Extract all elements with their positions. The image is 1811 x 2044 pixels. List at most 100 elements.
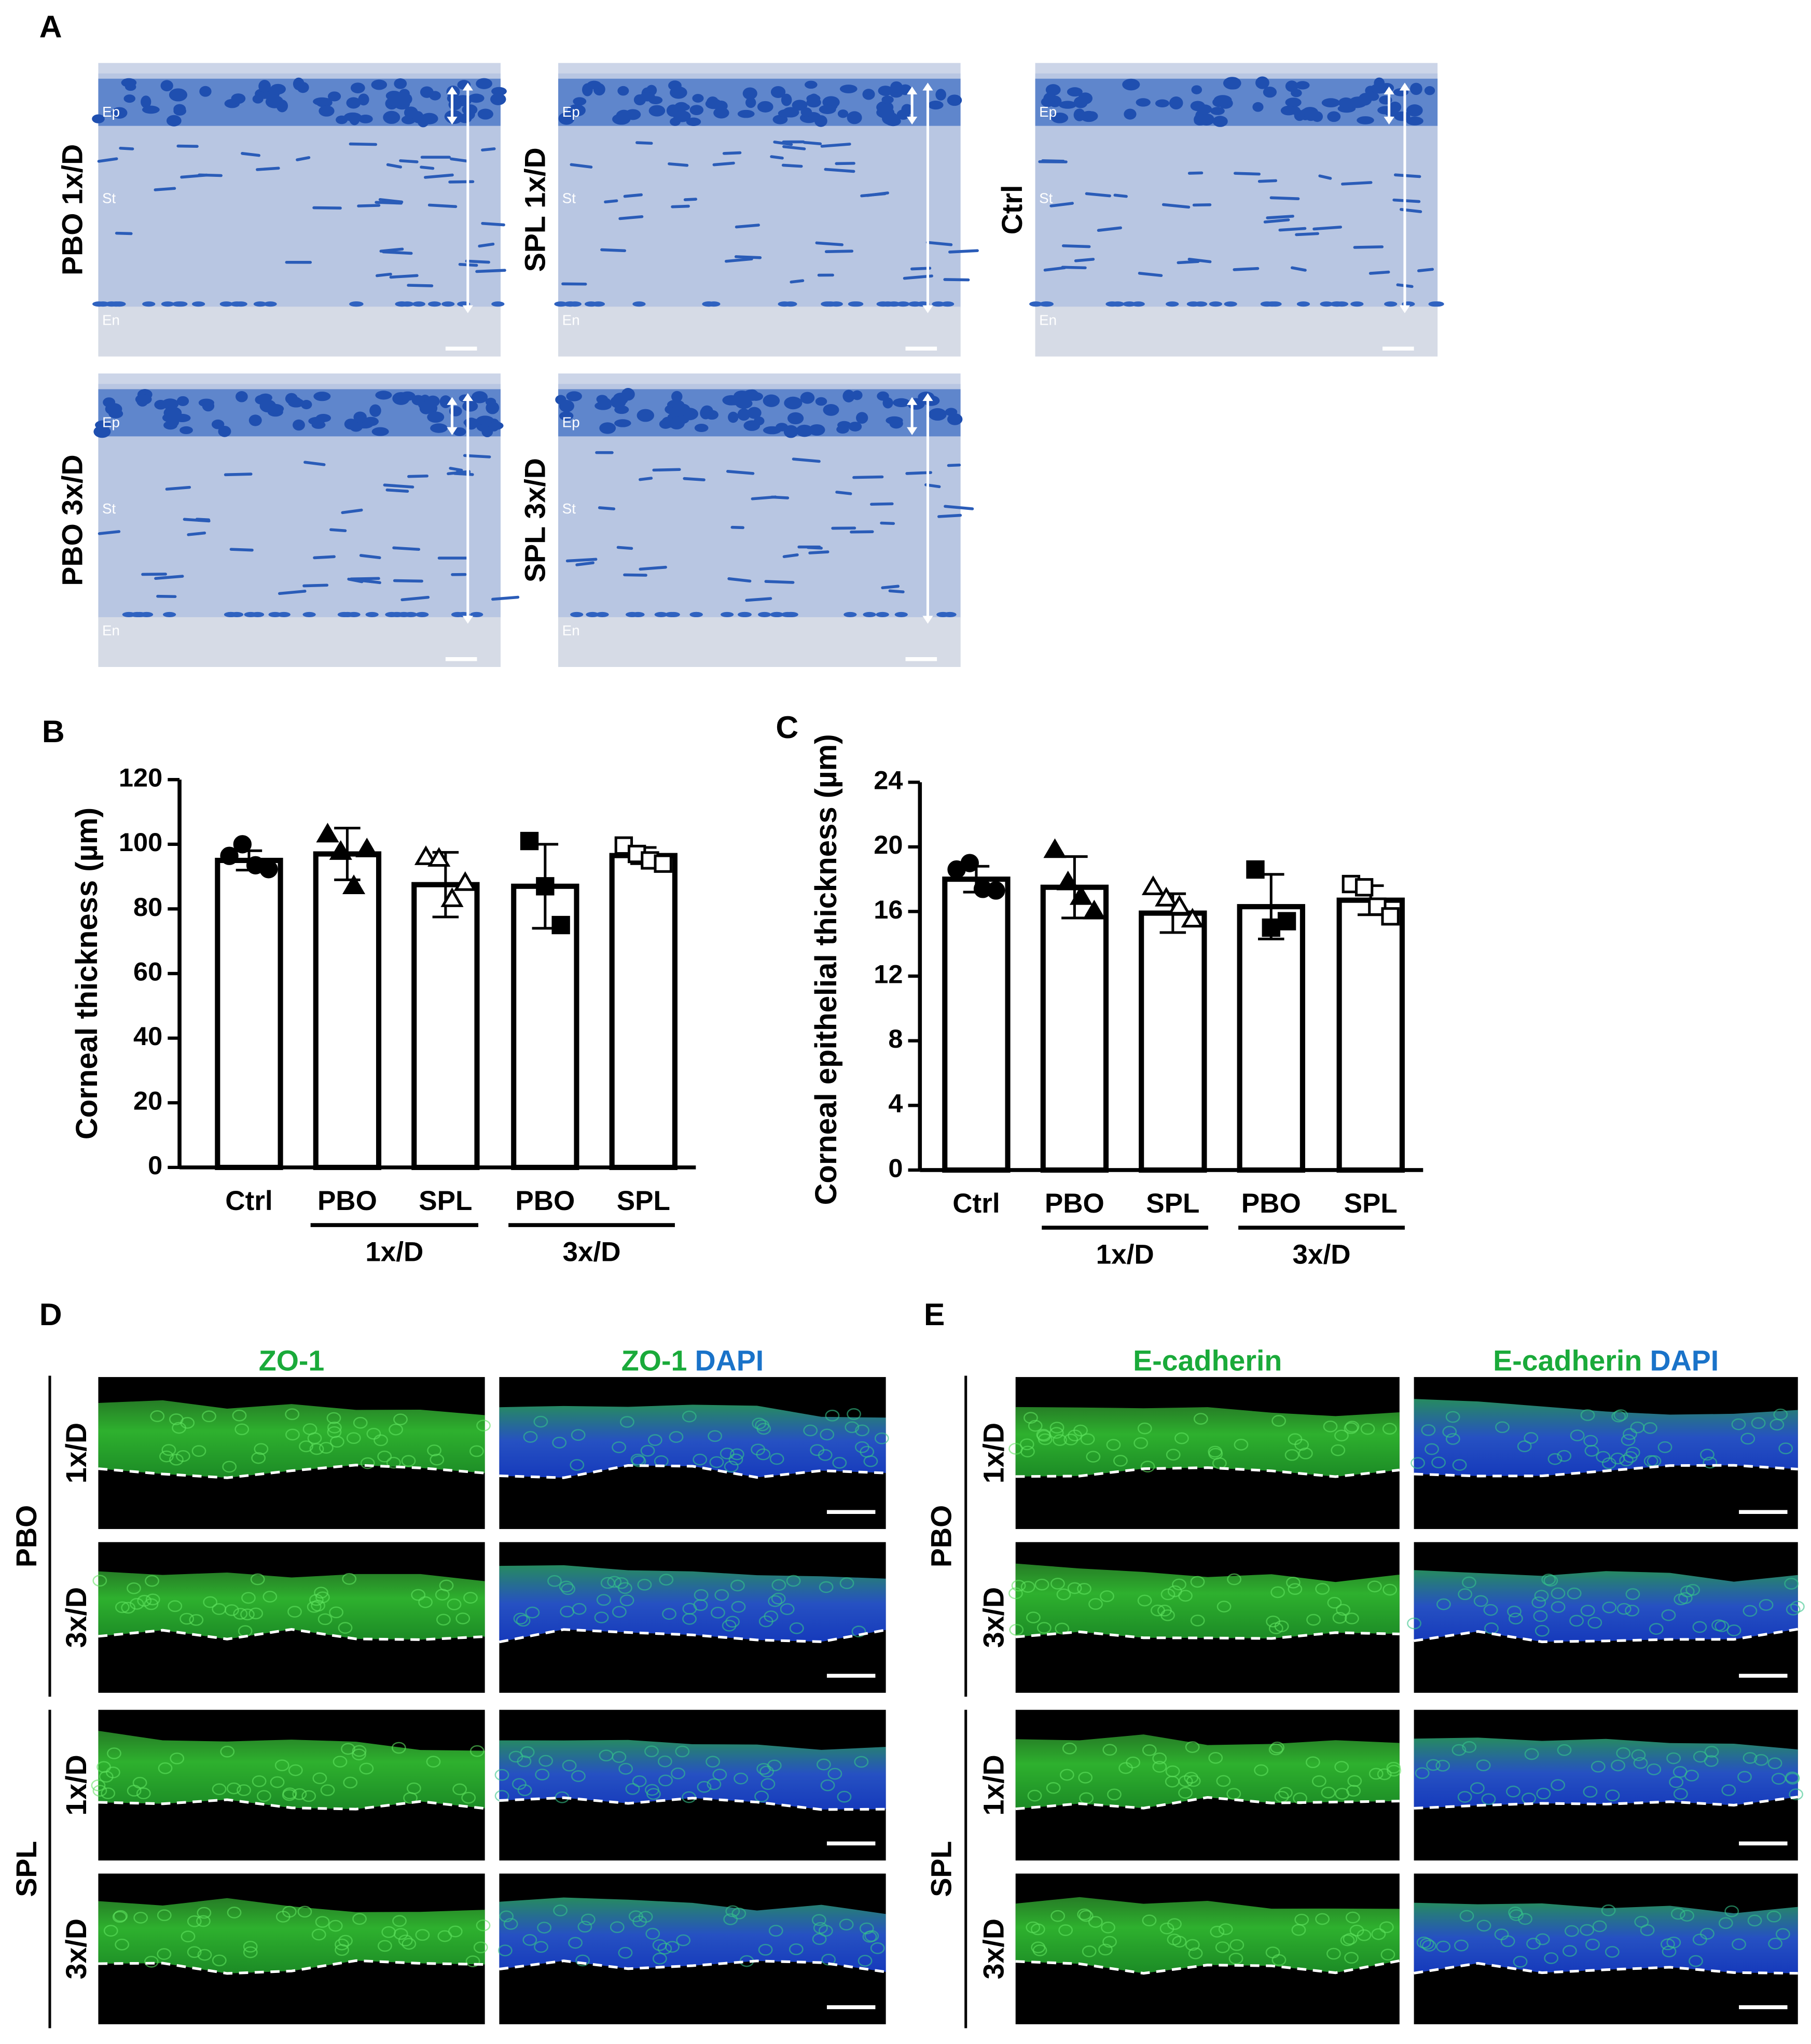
keratocyte xyxy=(357,204,381,207)
keratocyte xyxy=(98,530,121,535)
nucleus xyxy=(599,422,616,434)
cell xyxy=(426,1756,441,1768)
endothelial-cell xyxy=(1320,301,1333,307)
header-part: DAPI xyxy=(1650,1344,1719,1376)
cell xyxy=(406,1782,421,1795)
cell xyxy=(1315,1913,1330,1925)
cell xyxy=(1704,1746,1719,1758)
nucleus xyxy=(453,427,466,436)
endothelial-cell xyxy=(105,301,118,307)
cell xyxy=(392,1915,407,1927)
cell xyxy=(212,1954,227,1967)
arrow-head xyxy=(922,82,933,91)
cell xyxy=(1226,1788,1241,1800)
cell xyxy=(1216,1775,1231,1787)
cell xyxy=(1340,1934,1355,1946)
basement-line xyxy=(98,1628,485,1641)
cell xyxy=(580,1913,596,1926)
nucleus xyxy=(95,420,111,430)
nucleus xyxy=(1041,97,1055,107)
cell xyxy=(731,1601,746,1613)
below xyxy=(558,617,961,667)
point xyxy=(1043,838,1067,858)
nucleus xyxy=(784,396,803,410)
keratocyte xyxy=(449,467,463,472)
cell xyxy=(393,1413,408,1426)
cell xyxy=(1178,1775,1193,1787)
nucleus xyxy=(836,425,849,434)
cell xyxy=(723,1913,738,1925)
cell xyxy=(839,1577,854,1589)
cell xyxy=(168,1600,183,1612)
cell xyxy=(285,1428,300,1441)
cell xyxy=(391,1742,406,1754)
cell xyxy=(220,1745,235,1758)
keratocyte xyxy=(385,488,409,493)
cell xyxy=(329,1606,343,1619)
point xyxy=(1083,899,1106,920)
cell xyxy=(1452,1459,1467,1471)
nucleus xyxy=(598,397,611,407)
cell xyxy=(1063,1434,1079,1445)
endothelial-cell xyxy=(1428,301,1442,307)
cell xyxy=(1754,1754,1768,1766)
cell xyxy=(352,1748,366,1761)
nucleus xyxy=(1285,98,1302,107)
cell xyxy=(461,1791,476,1804)
cell xyxy=(632,1775,647,1787)
nucleus xyxy=(462,104,478,115)
cell xyxy=(1345,1911,1360,1924)
fluorescence-image xyxy=(98,1873,491,2024)
nucleus xyxy=(319,105,335,117)
keratocyte xyxy=(224,472,253,477)
cell xyxy=(659,1574,674,1586)
cell xyxy=(1335,1788,1350,1800)
nucleus xyxy=(947,413,963,425)
fluorescence-image xyxy=(1008,1542,1400,1693)
keratocyte xyxy=(1162,203,1191,209)
cell xyxy=(1621,1434,1636,1446)
fluorescence-image xyxy=(1407,1542,1805,1693)
cell xyxy=(758,1943,773,1956)
nucleus xyxy=(669,406,687,416)
arrow-head xyxy=(462,393,473,401)
cell xyxy=(561,1583,576,1595)
cell xyxy=(393,1928,408,1940)
nucleus xyxy=(881,95,894,104)
keratocyte xyxy=(835,162,855,165)
image-label: Ctrl xyxy=(996,185,1028,234)
cell xyxy=(671,1767,685,1779)
cell xyxy=(1743,1605,1758,1617)
nucleus xyxy=(928,101,944,110)
layer-label: St xyxy=(1039,190,1053,206)
endothelial-cell xyxy=(192,301,205,307)
nucleus xyxy=(258,393,272,402)
endothelial-cell xyxy=(941,301,955,307)
nucleus xyxy=(559,411,574,421)
cell xyxy=(1625,1588,1640,1600)
epithelium-signal xyxy=(1414,1902,1798,1973)
cell xyxy=(863,1455,878,1467)
cell xyxy=(333,1756,348,1768)
cell xyxy=(115,1938,130,1951)
cell xyxy=(346,1432,361,1444)
cell xyxy=(612,1751,627,1763)
keratocyte xyxy=(600,248,627,253)
nucleus xyxy=(346,97,361,109)
nucleus xyxy=(259,91,270,99)
cell xyxy=(1700,1928,1715,1940)
cell xyxy=(243,1940,258,1953)
cell xyxy=(257,1790,271,1802)
keratocyte xyxy=(424,173,454,179)
cell xyxy=(697,1781,712,1793)
keratocyte xyxy=(313,555,336,560)
cell xyxy=(1605,1946,1620,1958)
cell xyxy=(243,1946,258,1958)
cell xyxy=(1513,1955,1528,1968)
endothelial-cell xyxy=(702,301,715,307)
cell xyxy=(1425,1443,1439,1455)
cell xyxy=(837,1790,852,1803)
cell xyxy=(1166,1449,1181,1461)
keratocyte xyxy=(154,575,184,580)
cell xyxy=(398,1935,413,1946)
